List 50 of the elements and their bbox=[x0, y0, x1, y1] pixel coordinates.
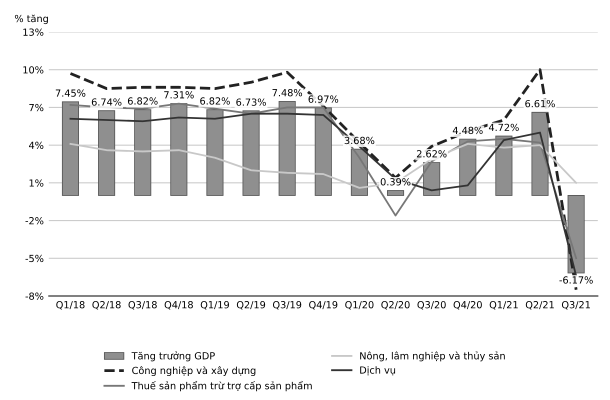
x-tick-label: Q4/18 bbox=[164, 301, 193, 310]
x-tick-label: Q2/21 bbox=[526, 301, 554, 310]
data-label: 6.97% bbox=[308, 95, 338, 103]
data-label: 2.62% bbox=[416, 150, 447, 158]
data-label: 4.72% bbox=[488, 124, 519, 132]
legend-label: Tăng trưởng GDP bbox=[132, 351, 215, 362]
legend-label: Công nghiệp và xây dựng bbox=[132, 366, 256, 376]
x-tick-label: Q3/19 bbox=[272, 301, 302, 310]
x-tick-label: Q2/20 bbox=[381, 301, 410, 310]
bar bbox=[386, 190, 404, 196]
data-label: 6.82% bbox=[200, 97, 230, 105]
y-tick-label: 4% bbox=[28, 142, 44, 149]
x-tick-label: Q1/19 bbox=[200, 301, 230, 310]
data-label: 7.45% bbox=[56, 89, 86, 97]
data-label: 6.73% bbox=[236, 98, 266, 106]
data-label: 6.82% bbox=[128, 97, 158, 105]
y-tick-label: -8% bbox=[25, 292, 44, 300]
y-tick-label: 10% bbox=[23, 66, 44, 74]
y-tick-label: -5% bbox=[25, 254, 44, 262]
bar bbox=[495, 136, 512, 196]
bar bbox=[242, 110, 260, 196]
bar bbox=[278, 100, 296, 196]
legend-label: Thuế sản phẩm trừ trợ cấp sản phẩm bbox=[132, 380, 312, 392]
x-tick-label: Q1/20 bbox=[345, 301, 374, 310]
bar bbox=[170, 103, 188, 196]
x-tick-label: Q3/21 bbox=[562, 301, 590, 310]
bar bbox=[98, 110, 116, 196]
x-tick-label: Q3/18 bbox=[128, 301, 157, 310]
data-label: 6.61% bbox=[525, 100, 555, 108]
x-tick-label: Q2/18 bbox=[92, 301, 121, 310]
data-label: 6.74% bbox=[92, 98, 122, 106]
x-tick-label: Q2/19 bbox=[236, 301, 266, 310]
x-tick-label: Q1/18 bbox=[56, 301, 85, 310]
bar bbox=[206, 109, 224, 196]
y-tick-label: 13% bbox=[23, 28, 44, 36]
data-label: -6.17% bbox=[559, 276, 593, 284]
legend-label: Dịch vụ bbox=[360, 366, 396, 376]
data-label: 7.48% bbox=[272, 89, 302, 96]
legend-label: Nông, lâm nghiệp và thủy sản bbox=[360, 351, 505, 362]
data-label: 7.31% bbox=[164, 91, 194, 99]
y-tick-label: -2% bbox=[25, 217, 44, 224]
x-tick-label: Q4/20 bbox=[454, 301, 482, 310]
y-axis-title: % tăng bbox=[14, 14, 48, 24]
y-tick-label: 7% bbox=[29, 104, 44, 112]
bar bbox=[134, 109, 152, 196]
y-tick-label: 1% bbox=[30, 179, 44, 187]
x-tick-label: Q3/20 bbox=[417, 301, 446, 310]
bar bbox=[62, 101, 80, 196]
x-tick-label: Q1/21 bbox=[490, 301, 518, 310]
x-tick-label: Q4/19 bbox=[309, 301, 338, 310]
